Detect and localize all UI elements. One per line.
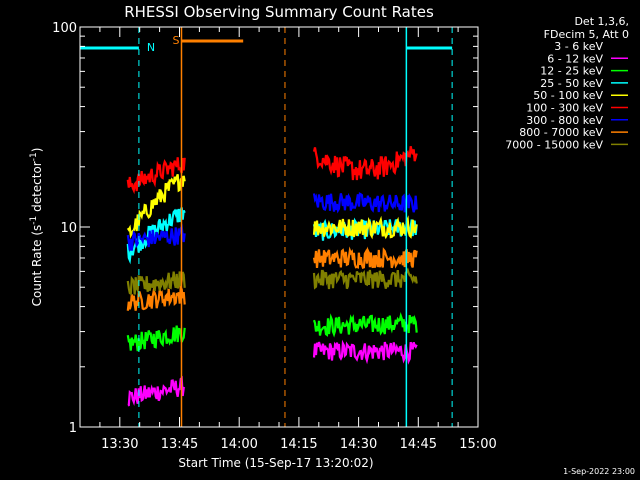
x-tick-label-1430: 14:30 <box>340 437 377 452</box>
y-axis-label-sup2: -1 <box>29 152 39 161</box>
legend-label-9: 7000 - 15000 keV <box>505 138 603 151</box>
series-6-segment-1 <box>126 157 186 195</box>
footer-date: 1-Sep-2022 23:00 <box>563 467 635 476</box>
legend-label-3: 12 - 25 keV <box>540 65 603 78</box>
series-7-segment-1 <box>126 223 186 251</box>
series-8 <box>126 246 418 311</box>
x-tick-label-1400: 14:00 <box>220 437 257 452</box>
y-axis-label-sup1: -1 <box>29 216 39 225</box>
series-9-segment-2 <box>312 267 418 290</box>
x-tick-label-1330: 13:30 <box>101 437 138 452</box>
flag-S-label: S <box>172 34 179 47</box>
x-tick-label-1345: 13:45 <box>161 437 198 452</box>
x-tick-label-1415: 14:15 <box>280 437 317 452</box>
y-tick-label-1: 1 <box>69 421 77 436</box>
y-axis-label-mid: detector <box>30 161 44 216</box>
series-3-segment-2 <box>312 312 418 338</box>
series-7 <box>126 192 418 251</box>
flag-N-label: N <box>147 41 155 54</box>
x-axis-label: Start Time (15-Sep-17 13:20:02) <box>178 456 373 470</box>
flag-S: S <box>172 27 286 427</box>
flag-layer: NS <box>80 27 453 427</box>
legend-label-2: 6 - 12 keV <box>547 52 603 65</box>
legend-label-4: 25 - 50 keV <box>540 77 603 90</box>
y-axis-label-end: ) <box>30 148 44 153</box>
y-axis-label: Count Rate (s-1 detector-1) <box>29 148 44 307</box>
axis-layer: 13:30 13:45 14:00 14:15 14:30 14:45 15:00 1 10 10… <box>52 21 497 452</box>
series-3-segment-1 <box>126 325 186 352</box>
series-1-segment-1 <box>126 307 186 337</box>
legend-label-1: 3 - 6 keV <box>554 40 603 53</box>
series-2-segment-1 <box>127 375 186 407</box>
legend-header-1: Det 1,3,6, <box>574 15 629 28</box>
series-2-segment-2 <box>312 339 418 365</box>
legend-header-2: FDecim 5, Att 0 <box>544 28 629 41</box>
series-8-segment-2 <box>312 246 418 269</box>
plot-data-layer <box>126 145 418 407</box>
series-6 <box>126 145 418 195</box>
series-8-segment-1 <box>126 283 186 311</box>
series-5 <box>126 173 418 240</box>
legend-label-5: 50 - 100 keV <box>533 89 603 102</box>
x-tick-label-1500: 15:00 <box>459 437 496 452</box>
legend-label-7: 300 - 800 keV <box>526 114 603 127</box>
x-tick-label-1445: 14:45 <box>400 437 437 452</box>
series-2 <box>127 339 418 407</box>
series-9-segment-1 <box>126 271 186 296</box>
series-5-segment-1 <box>126 173 186 239</box>
y-axis-label-main: Count Rate (s <box>30 225 44 307</box>
series-9 <box>126 267 418 296</box>
series-6-segment-2 <box>312 145 418 181</box>
flag-N: N <box>80 27 453 427</box>
chart-title: RHESSI Observing Summary Count Rates <box>124 3 434 21</box>
series-3 <box>126 312 418 352</box>
legend-label-6: 100 - 300 keV <box>526 102 603 115</box>
series-7-segment-2 <box>312 192 418 214</box>
y-tick-label-100: 100 <box>52 21 77 36</box>
legend-label-8: 800 - 7000 keV <box>519 126 603 139</box>
y-tick-label-10: 10 <box>60 221 77 236</box>
series-5-segment-2 <box>312 215 418 240</box>
